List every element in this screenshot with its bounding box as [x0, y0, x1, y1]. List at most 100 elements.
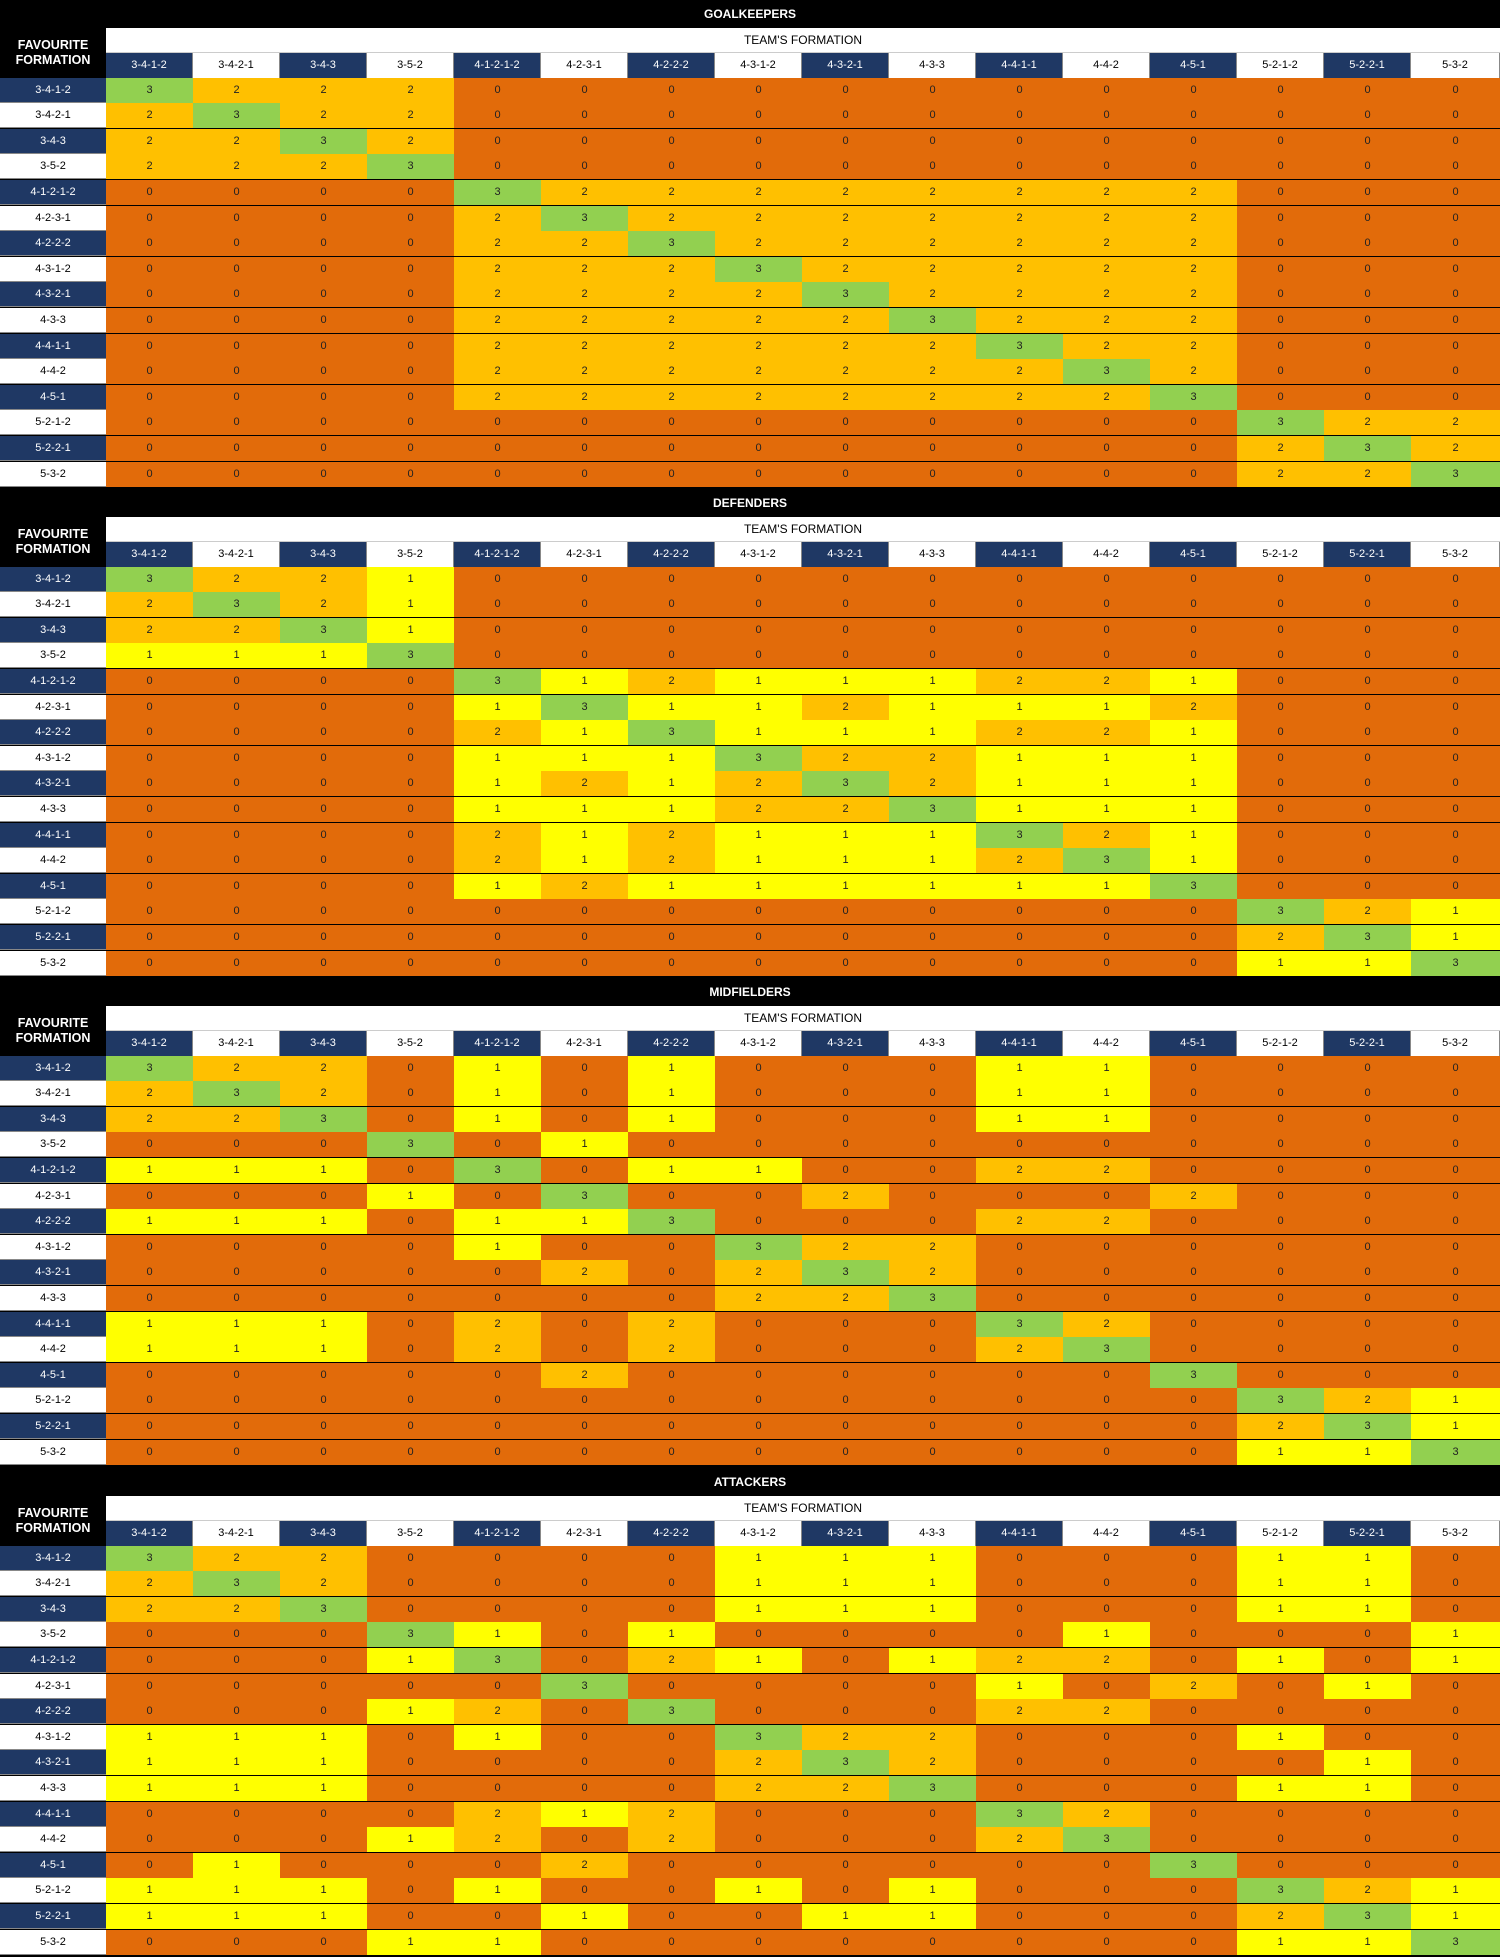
matrix-cell: 1 [541, 720, 628, 745]
matrix-cell: 0 [106, 874, 193, 899]
matrix-cell: 3 [976, 1312, 1063, 1337]
matrix-cell: 0 [802, 1930, 889, 1955]
matrix-cell: 2 [1063, 180, 1150, 205]
matrix-cell: 2 [1150, 206, 1237, 231]
matrix-cell: 1 [541, 848, 628, 873]
matrix-cell: 0 [367, 206, 454, 231]
matrix-cell: 0 [541, 643, 628, 668]
matrix-cell: 0 [889, 78, 976, 103]
matrix-cell: 0 [193, 410, 280, 435]
matrix-cell: 2 [1063, 1312, 1150, 1337]
matrix-cell: 2 [193, 1056, 280, 1081]
column-header: 5-2-1-2 [1237, 1521, 1324, 1546]
matrix-cell: 0 [193, 231, 280, 256]
matrix-cell: 2 [541, 308, 628, 333]
matrix-cell: 3 [193, 103, 280, 128]
matrix-cell: 0 [541, 1827, 628, 1852]
matrix-cell: 0 [889, 1107, 976, 1132]
matrix-cell: 0 [367, 359, 454, 384]
column-header: 5-2-2-1 [1324, 1031, 1411, 1056]
matrix-cell: 0 [454, 1260, 541, 1285]
column-header: 4-4-2 [1063, 1031, 1150, 1056]
matrix-cell: 0 [280, 1388, 367, 1413]
matrix-cell: 2 [889, 1260, 976, 1285]
column-header: 4-5-1 [1150, 1521, 1237, 1546]
row-header: 4-3-3 [0, 1286, 106, 1311]
matrix-cell: 2 [889, 746, 976, 771]
matrix-cell: 1 [541, 1802, 628, 1827]
matrix-cell: 1 [106, 1776, 193, 1801]
matrix-cell: 0 [1411, 1158, 1500, 1183]
matrix-cell: 0 [193, 1184, 280, 1209]
matrix-cell: 2 [976, 231, 1063, 256]
matrix-cell: 0 [1237, 643, 1324, 668]
matrix-cell: 0 [1324, 1209, 1411, 1234]
matrix-cell: 0 [367, 848, 454, 873]
matrix-cell: 0 [1237, 1286, 1324, 1311]
matrix-cell: 0 [715, 1904, 802, 1929]
matrix-cell: 2 [889, 334, 976, 359]
matrix-cell: 1 [802, 720, 889, 745]
matrix-cell: 0 [106, 1440, 193, 1465]
matrix-cell: 0 [280, 797, 367, 822]
matrix-cell: 0 [1063, 1853, 1150, 1878]
matrix-cell: 0 [106, 385, 193, 410]
matrix-cell: 0 [1411, 1597, 1500, 1622]
matrix-cell: 0 [106, 746, 193, 771]
matrix-cell: 1 [976, 874, 1063, 899]
matrix-cell: 1 [454, 874, 541, 899]
matrix-cell: 0 [889, 1184, 976, 1209]
matrix-cell: 0 [1150, 899, 1237, 924]
matrix-cell: 0 [280, 231, 367, 256]
column-header: 5-2-2-1 [1324, 1521, 1411, 1546]
matrix-cell: 0 [106, 1853, 193, 1878]
column-header: 3-5-2 [367, 1521, 454, 1546]
section-title: GOALKEEPERS [0, 0, 1500, 28]
matrix-cell: 0 [367, 385, 454, 410]
matrix-cell: 2 [976, 669, 1063, 694]
column-header: 3-4-3 [280, 542, 367, 567]
matrix-cell: 2 [1324, 899, 1411, 924]
matrix-cell: 1 [280, 643, 367, 668]
row-header: 5-3-2 [0, 1440, 106, 1465]
matrix-cell: 3 [976, 334, 1063, 359]
matrix-cell: 0 [280, 925, 367, 950]
matrix-cell: 0 [715, 1081, 802, 1106]
matrix-cell: 1 [454, 1107, 541, 1132]
matrix-cell: 3 [454, 1158, 541, 1183]
section-title: DEFENDERS [0, 489, 1500, 517]
matrix-cell: 0 [1324, 592, 1411, 617]
matrix-cell: 0 [1411, 78, 1500, 103]
matrix-cell: 2 [541, 771, 628, 796]
matrix-cell: 0 [976, 154, 1063, 179]
matrix-cell: 0 [1411, 1260, 1500, 1285]
matrix-cell: 0 [367, 925, 454, 950]
matrix-cell: 0 [889, 899, 976, 924]
matrix-cell: 2 [454, 848, 541, 873]
matrix-cell: 2 [628, 282, 715, 307]
matrix-cell: 0 [106, 823, 193, 848]
matrix-cell: 2 [193, 567, 280, 592]
row-header: 4-1-2-1-2 [0, 669, 106, 694]
matrix-cell: 0 [1150, 1546, 1237, 1571]
matrix-cell: 0 [193, 1699, 280, 1724]
matrix-cell: 0 [889, 154, 976, 179]
matrix-cell: 0 [1063, 618, 1150, 643]
matrix-cell: 0 [193, 359, 280, 384]
matrix-cell: 0 [280, 308, 367, 333]
matrix-cell: 0 [1324, 257, 1411, 282]
matrix-cell: 0 [976, 925, 1063, 950]
matrix-cell: 3 [1063, 848, 1150, 873]
matrix-cell: 0 [193, 257, 280, 282]
matrix-cell: 1 [889, 1648, 976, 1673]
matrix-cell: 2 [1150, 1674, 1237, 1699]
matrix-cell: 3 [541, 695, 628, 720]
matrix-cell: 0 [715, 1056, 802, 1081]
matrix-cell: 1 [1411, 899, 1500, 924]
matrix-cell: 0 [1063, 1546, 1150, 1571]
matrix-cell: 0 [367, 695, 454, 720]
matrix-cell: 0 [1237, 1235, 1324, 1260]
matrix-cell: 2 [193, 1597, 280, 1622]
matrix-cell: 0 [976, 1440, 1063, 1465]
matrix-cell: 0 [889, 410, 976, 435]
